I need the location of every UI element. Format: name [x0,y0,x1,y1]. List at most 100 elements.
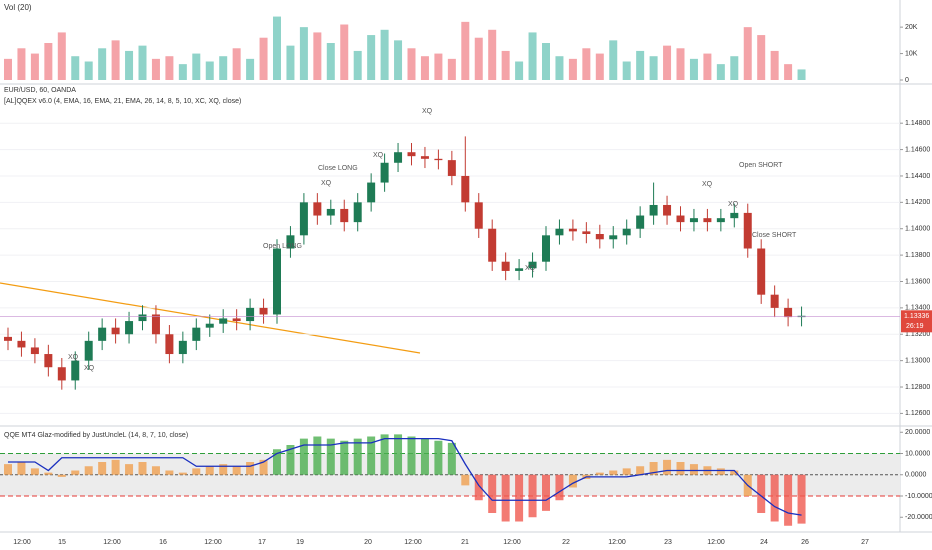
volume-bar [542,43,550,80]
candle-body [299,202,308,236]
candle-body [138,314,147,322]
candle-body [488,228,497,262]
volume-bar [689,58,698,80]
histogram-bar [125,464,134,475]
volume-bar [111,40,120,80]
volume-bar [44,43,53,80]
histogram-bar [394,434,403,475]
signal-annotation: XQ [728,201,739,208]
candle-body [447,160,456,176]
histogram-bar [98,462,107,475]
y-tick-label: 1.13800 [905,252,930,259]
volume-bar [246,58,255,80]
candle-body [219,318,228,324]
candle-body [273,248,281,315]
candle-body [555,228,564,236]
volume-bar [30,53,39,80]
volume-bar [219,56,228,80]
histogram-bar [542,474,550,511]
candle-body [44,354,53,368]
candle-body [84,340,93,361]
x-tick-label: 24 [760,539,768,546]
candle-body [528,261,537,269]
volume-bar [730,56,739,80]
volume-bar [367,35,376,80]
histogram-bar [57,474,66,477]
x-tick-label: 27 [861,539,869,546]
x-tick-label: 12:00 [608,539,626,546]
x-tick-label: 12:00 [404,539,422,546]
x-tick-label: 16 [159,539,167,546]
histogram-bar [326,438,335,475]
histogram-bar [757,474,766,513]
candle-body [420,156,429,159]
histogram-bar [299,438,308,475]
histogram-bar [111,459,120,475]
signal-annotation: XQ [321,180,332,187]
histogram-bar [178,472,187,475]
candle-body [501,261,510,271]
volume-bar [676,48,685,80]
histogram-bar [380,434,389,475]
histogram-bar [165,470,174,475]
candle-body [232,318,241,322]
volume-bar [98,48,107,80]
y-tick-label: 20K [905,24,918,31]
candle-body [609,235,618,240]
volume-bar [353,50,362,80]
volume-bar [273,16,281,81]
x-tick-label: 17 [258,539,266,546]
volume-bar [555,56,564,80]
volume-bar [178,64,187,80]
x-tick-label: 26 [801,539,809,546]
candle-body [636,215,645,229]
volume-bar [622,61,631,80]
candle-body [151,314,160,335]
candle-body [259,307,268,315]
y-tick-label: 10.0000 [905,450,930,457]
volume-bar [165,56,174,80]
y-tick-label: 1.14600 [905,146,930,153]
volume-bar [420,56,429,80]
candle-body [716,218,725,223]
histogram-bar [71,470,80,475]
volume-bar [488,29,497,81]
histogram-bar [676,462,685,475]
volume-bar [636,50,645,80]
price-subtitle: [AL]QQEX v6.0 (4, EMA, 16, EMA, 21, EMA,… [4,98,241,105]
candle-body [434,158,443,161]
signal-annotation: XQ [702,181,713,188]
signal-annotation: XQ [84,365,95,372]
histogram-bar [4,464,12,475]
volume-bar [434,53,443,80]
candle-body [178,340,187,355]
volume-bar [232,48,241,80]
candle-body [353,202,362,223]
qqe-title: QQE MT4 Glaz-modified by JustUncleL (14,… [4,432,188,439]
candle-body [515,268,524,271]
x-tick-label: 12:00 [103,539,121,546]
candle-body [165,334,174,355]
volume-bar [4,58,12,80]
y-tick-label: 1.12800 [905,384,930,391]
candle-body [394,152,403,163]
candle-body [313,202,322,216]
candle-body [770,294,779,308]
candle-body [743,212,752,249]
volume-bar [326,43,335,80]
x-tick-label: 12:00 [707,539,725,546]
signal-annotation: Close LONG [318,165,358,172]
histogram-bar [138,462,147,475]
volume-bar [17,48,26,80]
y-tick-label: -10.0000 [905,493,932,500]
candle-body [4,336,12,341]
volume-bar [757,35,766,80]
candle-body [326,208,335,216]
candle-body [676,215,685,223]
histogram-bar [689,464,698,475]
histogram-bar [30,468,39,475]
histogram-bar [636,466,645,475]
candle-body [98,327,107,341]
histogram-bar [474,474,483,501]
volume-bar [205,61,214,80]
